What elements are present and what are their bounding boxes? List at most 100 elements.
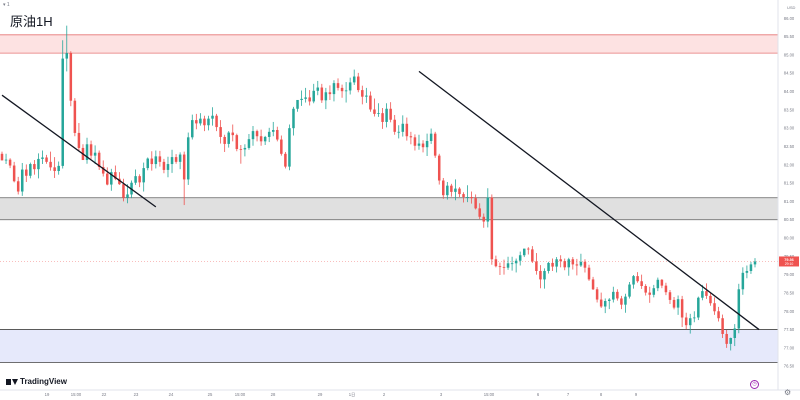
time-axis[interactable]: 19 15:00 22 23 24 25 15:00 28 29 1日 2 3 15:00 6 7 8 9 [45, 392, 638, 398]
candle-body [684, 317, 688, 326]
candle-body [612, 291, 615, 300]
candle-body [186, 137, 190, 180]
candle-body [705, 291, 708, 296]
candle-body [361, 90, 364, 97]
candle-body [741, 272, 745, 290]
interval-selector[interactable]: ▾ 1 [3, 2, 10, 8]
price-zones [0, 34, 778, 363]
candle-body [288, 128, 291, 167]
x-tick-label: 29 [318, 392, 323, 397]
candle-body [223, 136, 226, 144]
candle-body [632, 276, 635, 285]
price-axis[interactable]: 86.00 85.50 85.00 84.50 84.00 83.50 83.00 82.50… [784, 16, 795, 369]
candle-body [579, 261, 583, 266]
candle-body [227, 132, 230, 144]
resistance-zone [0, 34, 778, 54]
candle-body [644, 286, 647, 293]
candle-body [207, 118, 210, 126]
candle-body [547, 262, 550, 271]
candle-body [162, 161, 166, 170]
candle-body [745, 270, 749, 273]
candle-body [409, 136, 413, 138]
y-tick-label: 82.50 [784, 144, 795, 149]
candle-body [599, 299, 603, 307]
candle-body [37, 158, 40, 170]
candle-body [182, 154, 186, 180]
candle-body [89, 144, 93, 156]
candle-body [267, 131, 271, 137]
candle-body [122, 184, 125, 198]
candle-body [385, 108, 388, 122]
x-tick-label: 24 [169, 392, 174, 397]
candle-body [134, 176, 137, 183]
x-tick-label: 28 [271, 392, 276, 397]
candle-body [709, 295, 712, 304]
candle-body [106, 173, 109, 185]
y-tick-label: 82.00 [784, 162, 795, 167]
x-tick-label: 8 [600, 392, 603, 397]
candle-body [191, 120, 194, 138]
trendlines[interactable] [1, 70, 760, 331]
price-tag-box [779, 256, 799, 267]
candle-body [328, 92, 332, 95]
candle-body [721, 318, 724, 334]
candle-body [506, 263, 510, 268]
y-tick-label: 80.00 [784, 236, 795, 241]
candle-body [195, 120, 198, 124]
candle-body [413, 137, 417, 146]
candle-body [320, 87, 324, 101]
candle-body [381, 113, 384, 122]
candle-body [490, 197, 494, 260]
x-tick-label: 25 [208, 392, 213, 397]
y-tick-label: 83.00 [784, 126, 795, 131]
x-tick-label: 6 [537, 392, 540, 397]
candle-body [158, 156, 162, 162]
y-tick-label: 77.50 [784, 327, 795, 332]
candle-body [276, 130, 279, 140]
trendline-2[interactable] [418, 70, 760, 331]
y-tick-label: 84.50 [784, 71, 795, 76]
candle-body [219, 127, 222, 137]
candle-body [45, 157, 48, 162]
time-axis-background[interactable] [0, 390, 800, 400]
candle-body [235, 135, 239, 150]
price-axis-background[interactable] [778, 0, 800, 390]
candle-body [324, 92, 328, 101]
trendline-1[interactable] [1, 94, 157, 208]
candle-body [559, 259, 562, 262]
candle-body [344, 90, 348, 92]
y-tick-label: 79.50 [784, 254, 795, 259]
candle-body [555, 259, 558, 267]
candle-body [373, 109, 376, 114]
candle-body [215, 115, 218, 128]
x-tick-label: 1日 [349, 392, 356, 398]
candle-body [466, 197, 469, 198]
candle-body [729, 338, 732, 344]
candle-body [753, 261, 757, 265]
candle-body [502, 266, 506, 268]
candle-body [571, 259, 575, 265]
candle-body [470, 197, 473, 199]
candle-body [142, 168, 145, 183]
candle-body [563, 261, 566, 268]
clock-icon[interactable]: ◷ [750, 380, 759, 389]
candle-body [717, 311, 720, 319]
candle-body [170, 157, 174, 165]
candle-body [255, 131, 259, 137]
y-tick-label: 83.50 [784, 107, 795, 112]
candle-body [405, 123, 409, 137]
candle-body [624, 296, 627, 305]
currency-unit[interactable]: USD [787, 5, 796, 10]
y-tick-label: 76.50 [784, 364, 795, 369]
candle-body [231, 132, 235, 136]
candle-body [697, 297, 700, 318]
candle-body [425, 140, 429, 148]
y-tick-label: 85.50 [784, 34, 795, 39]
gear-icon[interactable]: ⚙ [784, 388, 792, 397]
candle-body [543, 270, 546, 280]
x-tick-label: 15:00 [71, 392, 82, 397]
candle-body [33, 164, 36, 170]
